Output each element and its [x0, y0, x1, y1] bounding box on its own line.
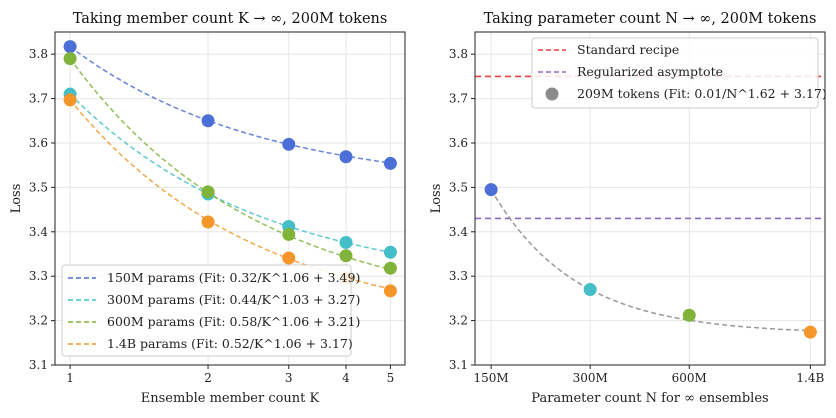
- y-tick-label: 3.8: [29, 47, 48, 61]
- x-tick-label: 4: [342, 371, 350, 385]
- axes-frame: [474, 31, 826, 366]
- y-tick-label: 3.7: [449, 92, 468, 106]
- legend-box: [61, 264, 352, 357]
- data-point: [339, 150, 353, 164]
- axes-frame: [54, 31, 406, 366]
- x-axis-label: Parameter count N for ∞ ensembles: [531, 391, 768, 406]
- y-axis-label: Loss: [9, 184, 24, 214]
- y-tick-label: 3.1: [29, 358, 48, 372]
- data-point: [339, 235, 353, 249]
- data-point: [201, 114, 215, 128]
- fit-line: [490, 189, 811, 332]
- data-point: [282, 227, 296, 241]
- data-point: [201, 215, 215, 229]
- y-tick-label: 3.6: [449, 136, 468, 150]
- data-point: [282, 137, 296, 151]
- chart-right: 3.1 3.2 3.3 3.4 3.5 3.6 3.7 3.8 150M 300M 600M 1.4B…: [429, 11, 827, 406]
- data-point: [63, 52, 77, 66]
- data-point: [339, 249, 353, 263]
- legend-label: 150M params (Fit: 0.32/K^1.06 + 3.49): [107, 270, 360, 285]
- data-point: [484, 183, 498, 197]
- y-axis-label: Loss: [429, 184, 444, 214]
- legend-label: Standard recipe: [577, 42, 679, 57]
- legend-label: 600M params (Fit: 0.58/K^1.06 + 3.21): [107, 314, 360, 329]
- data-point: [383, 261, 397, 275]
- y-tick-label: 3.5: [449, 180, 468, 194]
- legend-label: 209M tokens (Fit: 0.01/N^1.62 + 3.17): [577, 86, 827, 101]
- x-tick-label: 1: [66, 371, 74, 385]
- y-tick-label: 3.3: [29, 269, 48, 283]
- y-tick-label: 3.7: [29, 92, 48, 106]
- legend-label: Regularized asymptote: [577, 64, 723, 79]
- chart-title: Taking parameter count N → ∞, 200M token…: [484, 11, 817, 27]
- legend: 150M params (Fit: 0.32/K^1.06 + 3.49) 300…: [61, 264, 360, 357]
- data-point: [803, 325, 817, 339]
- data-point: [383, 245, 397, 259]
- y-tick-label: 3.5: [29, 180, 48, 194]
- legend-marker: [545, 87, 559, 101]
- data-point: [282, 251, 296, 265]
- y-tick-label: 3.3: [449, 269, 468, 283]
- x-tick-label: 5: [387, 371, 395, 385]
- data-point: [63, 93, 77, 107]
- y-tick-label: 3.1: [449, 358, 468, 372]
- legend-label: 1.4B params (Fit: 0.52/K^1.06 + 3.17): [107, 336, 353, 351]
- legend-label: 300M params (Fit: 0.44/K^1.03 + 3.27): [107, 292, 360, 307]
- data-point: [63, 40, 77, 54]
- legend-box: [531, 37, 819, 109]
- data-point: [383, 156, 397, 170]
- chart-title: Taking member count K → ∞, 200M tokens: [73, 11, 388, 27]
- chart-left: 3.1 3.2 3.3 3.4 3.5 3.6 3.7 3.8 1 2 3 4 5 Taking memb…: [9, 11, 406, 406]
- x-tick-label: 2: [204, 371, 212, 385]
- x-tick-label: 1.4B: [796, 371, 824, 385]
- y-tick-label: 3.2: [449, 314, 468, 328]
- x-axis-label: Ensemble member count K: [141, 391, 320, 406]
- y-tick-label: 3.6: [29, 136, 48, 150]
- y-tick-label: 3.4: [449, 225, 468, 239]
- x-tick-label: 600M: [672, 371, 707, 385]
- fit-line-2: [69, 58, 391, 271]
- data-point: [583, 283, 597, 297]
- legend: Standard recipe Regularized asymptote 209M…: [531, 37, 827, 109]
- y-tick-label: 3.2: [29, 314, 48, 328]
- y-tick-label: 3.4: [29, 225, 48, 239]
- data-point: [682, 308, 696, 322]
- x-tick-label: 150M: [474, 371, 509, 385]
- data-point: [201, 185, 215, 199]
- x-tick-label: 300M: [573, 371, 608, 385]
- x-tick-label: 3: [285, 371, 293, 385]
- y-tick-label: 3.8: [449, 47, 468, 61]
- data-point: [383, 284, 397, 298]
